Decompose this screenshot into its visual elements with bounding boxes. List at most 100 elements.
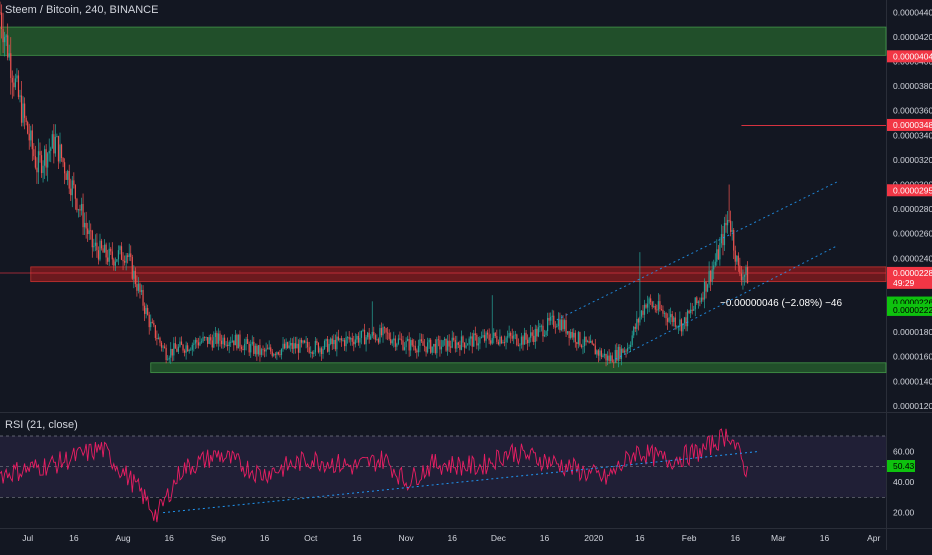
candle-body	[640, 310, 643, 317]
candle-body	[283, 343, 286, 349]
candle-body	[510, 332, 512, 336]
candle-body	[274, 354, 276, 355]
candle-body	[423, 345, 426, 347]
zone-resistance	[30, 266, 887, 283]
candle-body	[590, 340, 592, 343]
candle-body	[199, 342, 201, 346]
candle-body	[256, 345, 258, 355]
candle-body	[527, 339, 529, 344]
candle-body	[90, 230, 92, 232]
candle-body	[367, 332, 369, 338]
candle-body	[93, 245, 95, 248]
candle-body	[447, 340, 449, 351]
candle-body	[373, 331, 375, 336]
time-tick-label: 2020	[584, 533, 603, 543]
candle-body	[523, 332, 526, 345]
time-tick-label: Jul	[22, 533, 33, 543]
candle-body	[456, 342, 458, 349]
candle-body	[73, 180, 75, 186]
candle-body	[726, 219, 729, 226]
candle-body	[79, 209, 81, 211]
candle-body	[465, 345, 467, 348]
candle-body	[334, 339, 336, 350]
candle-body	[200, 341, 203, 343]
candle-body	[242, 348, 244, 351]
time-tick-label: Nov	[399, 533, 415, 543]
candle-body	[591, 340, 593, 344]
candle-body	[503, 342, 506, 343]
candle-body	[728, 219, 730, 221]
time-tick-label: 16	[352, 533, 362, 543]
candle-body	[336, 336, 338, 350]
candle-body	[325, 339, 327, 341]
candle-body	[290, 342, 292, 346]
candle-body	[122, 259, 124, 262]
candle-body	[80, 204, 83, 211]
candle-body	[99, 240, 101, 260]
candle-body	[105, 244, 107, 258]
candle-body	[0, 12, 3, 30]
candle-body	[642, 310, 644, 315]
candle-body	[419, 339, 421, 346]
candle-body	[317, 343, 320, 353]
candle-body	[76, 198, 78, 211]
candle-body	[722, 234, 724, 246]
price-badge	[887, 184, 932, 197]
candle-body	[231, 340, 233, 343]
candle-body	[271, 351, 273, 356]
candle-body	[566, 331, 569, 334]
candle-body	[211, 340, 213, 348]
candle-body	[4, 37, 6, 43]
candle-body	[565, 320, 567, 334]
candle-body	[437, 339, 439, 341]
candle-body	[688, 310, 690, 313]
candle-body	[330, 338, 332, 344]
candle-body	[207, 337, 209, 344]
candle-body	[327, 339, 329, 352]
candle-body	[82, 204, 84, 228]
candle-body	[353, 341, 355, 345]
candle-body	[168, 357, 170, 360]
candle-body	[137, 283, 140, 291]
candle-body	[363, 329, 366, 345]
candle-body	[313, 352, 315, 355]
candle-body	[191, 344, 193, 350]
candle-body	[660, 309, 663, 310]
candle-body	[188, 349, 190, 352]
candle-body	[477, 343, 479, 346]
candle-body	[97, 250, 100, 260]
candle-body	[107, 257, 109, 262]
candle-body	[102, 248, 104, 253]
candle-body	[416, 350, 418, 353]
candle-body	[173, 343, 175, 356]
candle-body	[467, 344, 469, 346]
candle-body	[560, 319, 563, 331]
candle-body	[517, 344, 519, 346]
candle-body	[279, 354, 281, 356]
candle-body	[620, 348, 623, 359]
candle-body	[507, 336, 509, 338]
candle-body	[596, 350, 598, 355]
candle-body	[220, 340, 223, 345]
candle-body	[125, 255, 127, 263]
candle-body	[571, 331, 573, 338]
candle-body	[473, 333, 475, 347]
candle-body	[666, 318, 669, 322]
channel-trendline	[615, 245, 838, 360]
candle-body	[108, 248, 110, 262]
candle-body	[234, 334, 236, 346]
candle-body	[380, 328, 383, 336]
time-tick-label: Aug	[115, 533, 130, 543]
candle-body	[150, 321, 152, 328]
candle-body	[299, 339, 301, 353]
candle-body	[597, 350, 599, 356]
candle-body	[674, 317, 676, 327]
time-tick-label: 16	[635, 533, 645, 543]
candle-body	[634, 326, 636, 329]
candle-body	[574, 332, 576, 343]
price-badge-label: 49:29	[893, 278, 915, 288]
